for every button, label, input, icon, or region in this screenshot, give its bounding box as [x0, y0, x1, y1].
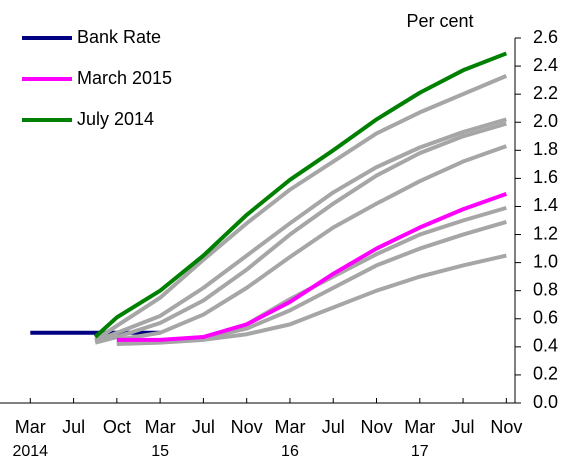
x-tick-label: Oct — [103, 417, 131, 437]
y-tick-label: 0.2 — [533, 364, 558, 384]
legend-label: Bank Rate — [77, 27, 161, 47]
series-line — [94, 74, 508, 342]
x-tick-label: Nov — [490, 417, 522, 437]
y-tick-label: 1.6 — [533, 167, 558, 187]
x-tick-label: Jul — [62, 417, 85, 437]
x-year-label: 2014 — [12, 443, 48, 460]
y-tick-label: 1.2 — [533, 223, 558, 243]
y-tick-label: 2.0 — [533, 111, 558, 131]
legend-label: July 2014 — [77, 109, 154, 129]
x-year-label: 15 — [151, 443, 169, 460]
x-tick-label: Jul — [452, 417, 475, 437]
series-line — [116, 191, 508, 342]
series-line — [116, 253, 507, 347]
y-tick-label: 2.6 — [533, 27, 558, 47]
y-tick-label: 0.4 — [533, 336, 558, 356]
y-tick-label: 0.8 — [533, 279, 558, 299]
x-tick-label: Mar — [274, 417, 305, 437]
x-tick-label: Mar — [404, 417, 435, 437]
x-tick-label: Mar — [15, 417, 46, 437]
series-line — [94, 117, 507, 344]
x-tick-label: Jul — [322, 417, 345, 437]
y-tick-label: 1.8 — [533, 139, 558, 159]
y-tick-label: 2.2 — [533, 83, 558, 103]
x-tick-label: Nov — [231, 417, 263, 437]
x-year-label: 16 — [281, 443, 299, 460]
y-axis-label: Per cent — [406, 11, 473, 31]
legend-label: March 2015 — [77, 68, 172, 88]
x-tick-label: Jul — [192, 417, 215, 437]
series-line — [93, 51, 508, 339]
x-tick-label: Nov — [361, 417, 393, 437]
y-tick-label: 1.0 — [533, 251, 558, 271]
series-line — [116, 205, 507, 345]
series-line — [94, 121, 507, 345]
y-tick-label: 2.4 — [533, 55, 558, 75]
y-tick-label: 0.0 — [533, 392, 558, 412]
x-tick-label: Mar — [145, 417, 176, 437]
y-tick-label: 1.4 — [533, 195, 558, 215]
x-year-label: 17 — [411, 443, 429, 460]
series-line — [116, 144, 508, 342]
y-tick-label: 0.6 — [533, 308, 558, 328]
